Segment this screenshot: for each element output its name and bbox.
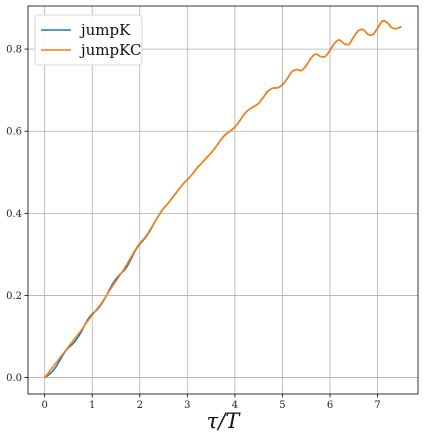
y-tick-label: 0.4 — [6, 209, 22, 220]
x-tick-label: 4 — [232, 400, 238, 411]
ticks: 0 1 2 3 4 5 6 7 0.0 0.2 0.4 0.6 0.8 — [6, 45, 381, 411]
y-tick-label: 0.6 — [6, 127, 22, 138]
x-tick-label: 1 — [89, 400, 95, 411]
x-axis-label: τ/T — [207, 409, 242, 433]
x-tick-label: 2 — [137, 400, 143, 411]
legend-label-jumpK: jumpK — [79, 21, 131, 39]
x-tick-label: 7 — [374, 400, 380, 411]
legend-label-jumpKC: jumpKC — [79, 41, 141, 59]
y-tick-label: 0.0 — [6, 373, 22, 384]
x-tick-label: 6 — [327, 400, 333, 411]
grid — [28, 6, 418, 394]
series-layer — [44, 20, 402, 379]
series-line-jumpKC — [44, 20, 402, 379]
x-tick-label: 0 — [41, 400, 47, 411]
y-tick-label: 0.2 — [6, 291, 22, 302]
plot-frame — [27, 5, 419, 395]
legend-box — [34, 14, 143, 66]
x-tick-label: 5 — [279, 400, 285, 411]
y-tick-label: 0.8 — [6, 45, 22, 56]
legend: jumpK jumpKC — [34, 14, 143, 66]
x-tick-label: 3 — [184, 400, 190, 411]
